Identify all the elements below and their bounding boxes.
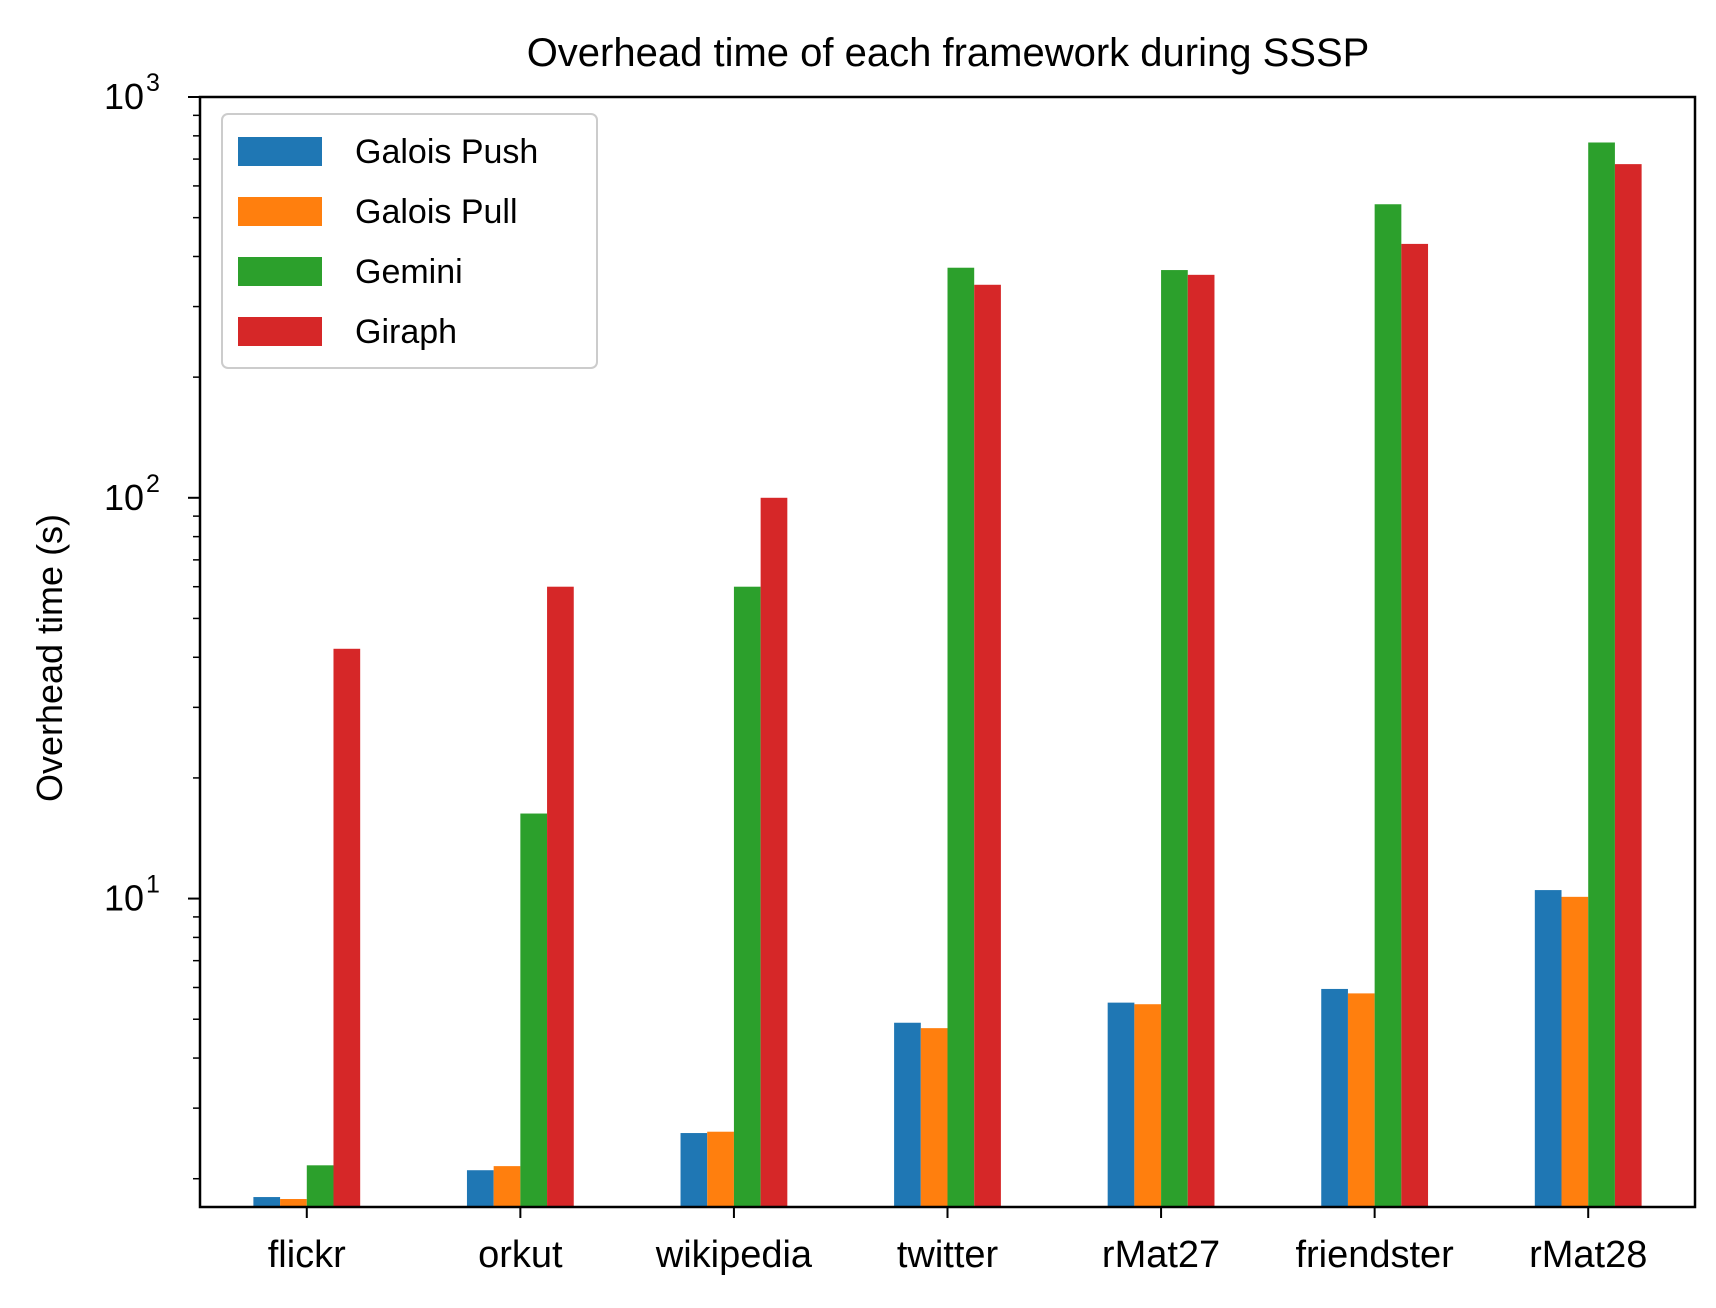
bar-galois-pull-rMat28 bbox=[1561, 896, 1589, 1207]
bar-gemini-orkut bbox=[520, 813, 548, 1207]
y-tick-label: 10 2 bbox=[104, 470, 160, 518]
bar-gemini-friendster bbox=[1374, 204, 1402, 1207]
y-tick-label: 10 1 bbox=[104, 871, 160, 919]
chart-title: Overhead time of each framework during S… bbox=[527, 31, 1370, 75]
plot-area bbox=[253, 142, 1642, 1208]
legend-box bbox=[221, 113, 598, 369]
bar-galois-pull-flickr bbox=[280, 1198, 307, 1207]
y-tick-label-exponent: 2 bbox=[146, 470, 160, 498]
x-tick-label: flickr bbox=[268, 1234, 346, 1276]
y-tick-label-base: 10 bbox=[104, 878, 144, 919]
bar-gemini-twitter bbox=[947, 267, 975, 1207]
x-axis: flickr orkut wikipedia twitter rMat27 friends… bbox=[268, 1207, 1647, 1276]
bar-giraph-wikipedia bbox=[760, 497, 788, 1207]
bar-giraph-rMat28 bbox=[1614, 164, 1642, 1207]
bar-galois-pull-twitter bbox=[920, 1028, 948, 1207]
y-tick-label-base: 10 bbox=[104, 76, 144, 117]
legend: Galois Push Galois Pull Gemini Giraph bbox=[221, 113, 598, 369]
bar-galois-pull-rMat27 bbox=[1134, 1004, 1162, 1207]
legend-swatch-galois-push bbox=[238, 137, 322, 166]
bar-giraph-friendster bbox=[1401, 243, 1429, 1207]
bar-galois-push-friendster bbox=[1321, 988, 1348, 1207]
y-tick-label-exponent: 3 bbox=[146, 69, 160, 97]
bar-giraph-orkut bbox=[547, 586, 574, 1207]
bar-galois-push-rMat27 bbox=[1107, 1002, 1135, 1207]
bar-galois-push-twitter bbox=[894, 1022, 921, 1207]
x-tick-label: rMat27 bbox=[1102, 1234, 1220, 1276]
y-tick-label: 10 3 bbox=[104, 69, 160, 117]
legend-label-galois-pull: Galois Pull bbox=[355, 193, 518, 231]
bar-galois-push-rMat28 bbox=[1534, 890, 1562, 1207]
y-tick-label-exponent: 1 bbox=[146, 871, 160, 899]
y-tick-label-base: 10 bbox=[104, 477, 144, 518]
x-tick-label: wikipedia bbox=[655, 1234, 813, 1276]
legend-label-giraph: Giraph bbox=[355, 313, 457, 351]
legend-swatch-giraph bbox=[238, 317, 322, 346]
bar-gemini-rMat27 bbox=[1161, 270, 1188, 1208]
bar-gemini-wikipedia bbox=[733, 586, 761, 1207]
bar-galois-push-flickr bbox=[253, 1197, 281, 1207]
bar-giraph-rMat27 bbox=[1187, 274, 1215, 1207]
bar-giraph-flickr bbox=[333, 648, 361, 1207]
bar-galois-pull-orkut bbox=[493, 1166, 521, 1207]
legend-label-galois-push: Galois Push bbox=[355, 133, 538, 171]
legend-swatch-gemini bbox=[238, 257, 322, 286]
bar-galois-pull-wikipedia bbox=[707, 1131, 734, 1207]
legend-swatch-galois-pull bbox=[238, 197, 322, 226]
x-tick-label: orkut bbox=[478, 1234, 563, 1276]
bar-galois-push-orkut bbox=[466, 1170, 494, 1207]
bar-gemini-rMat28 bbox=[1588, 142, 1615, 1207]
bar-galois-push-wikipedia bbox=[680, 1133, 708, 1207]
x-tick-label: rMat28 bbox=[1529, 1234, 1647, 1276]
bar-giraph-twitter bbox=[974, 284, 1001, 1207]
bar-gemini-flickr bbox=[306, 1165, 334, 1207]
bar-galois-pull-friendster bbox=[1347, 993, 1375, 1207]
x-tick-label: twitter bbox=[897, 1234, 999, 1276]
y-axis-label: Overhead time (s) bbox=[29, 514, 70, 802]
legend-label-gemini: Gemini bbox=[355, 253, 463, 291]
x-tick-label: friendster bbox=[1295, 1234, 1454, 1276]
